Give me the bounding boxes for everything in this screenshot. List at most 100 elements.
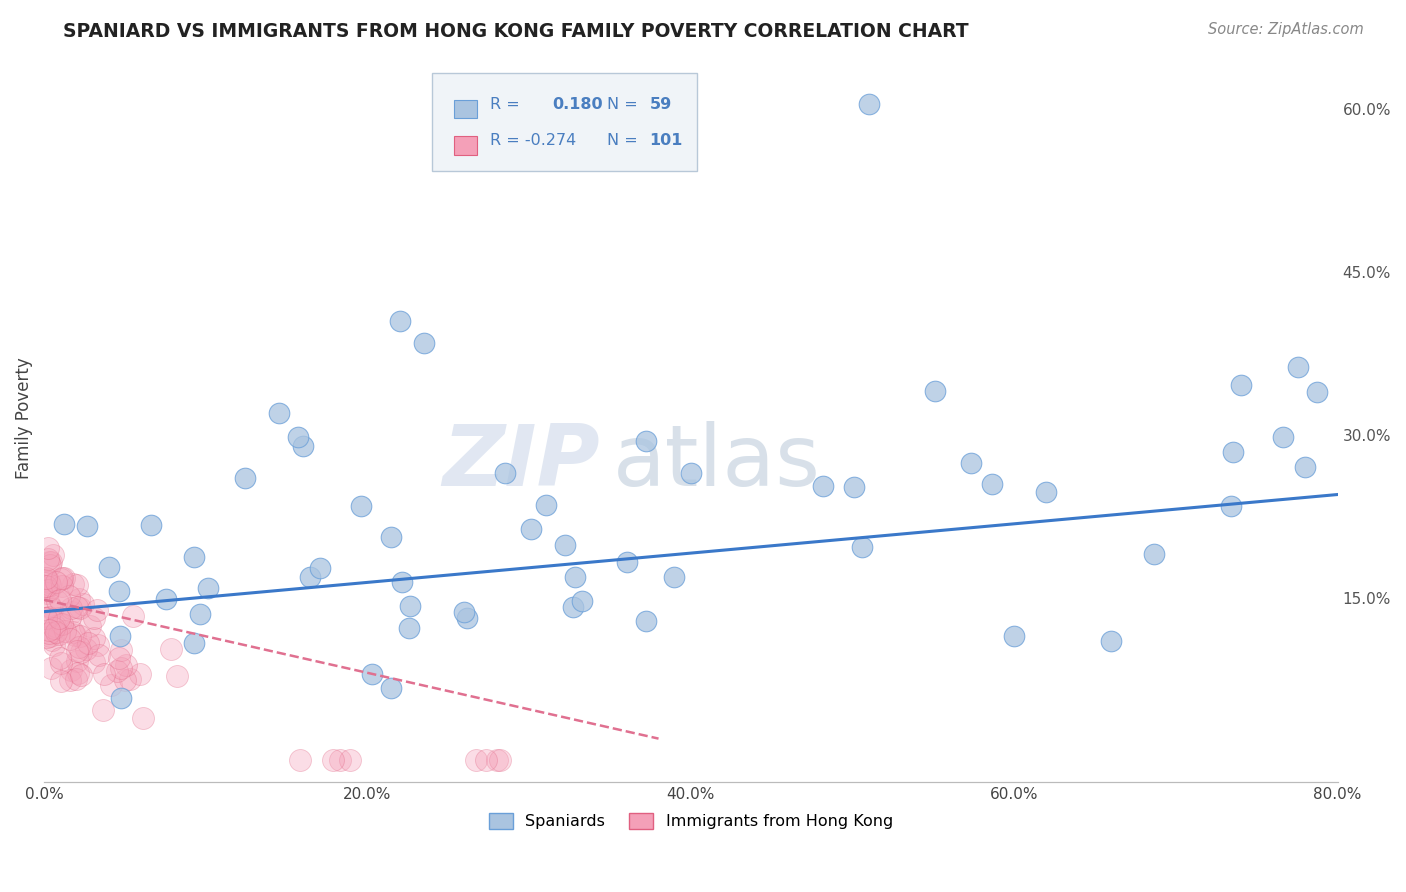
Point [60,605,83,619]
Point [37,583,59,598]
Text: N =: N = [607,97,637,112]
Point [38,624,60,638]
Point [39,600,62,615]
Point [41,555,63,569]
Point [534,499,557,513]
Point [37,541,59,556]
Point [70,668,93,682]
Point [183,636,205,650]
Point [309,561,332,575]
Point [100,678,122,692]
Point [69,600,91,615]
Point [62,625,84,640]
Point [1286,359,1309,374]
Point [456,611,478,625]
Point [959,456,981,470]
Point [1002,628,1025,642]
Point [851,541,873,555]
Point [86,603,108,617]
Point [59,663,82,677]
Point [679,466,702,480]
Point [72,597,94,611]
Point [65,628,87,642]
Point [664,570,686,584]
Point [66,644,89,658]
Point [122,609,145,624]
Point [66,600,89,615]
Point [350,500,373,514]
Point [1230,378,1253,392]
Point [391,574,413,589]
Point [44,619,66,633]
Point [267,406,290,420]
Point [35,581,58,595]
Point [83,611,105,625]
Point [35,573,58,587]
Point [110,661,132,675]
Point [93,667,115,681]
Point [564,569,586,583]
Point [69,645,91,659]
Point [1306,384,1329,399]
Point [35,586,58,600]
Point [981,477,1004,491]
Point [58,610,80,624]
Point [1222,445,1244,459]
Point [35,571,58,585]
Point [37,552,59,566]
Point [75,642,97,657]
Point [287,430,309,444]
Point [35,579,58,593]
FancyBboxPatch shape [454,100,478,119]
Point [844,480,866,494]
Y-axis label: Family Poverty: Family Poverty [15,358,32,479]
Point [291,439,314,453]
Point [51,579,73,593]
Text: 59: 59 [650,97,672,112]
Point [83,632,105,646]
Point [35,630,58,644]
Point [98,559,121,574]
Point [1035,484,1057,499]
Point [38,555,60,569]
Point [110,690,132,705]
Point [51,572,73,586]
Text: R =: R = [491,97,520,112]
Legend: Spaniards, Immigrants from Hong Kong: Spaniards, Immigrants from Hong Kong [482,806,900,836]
Point [58,673,80,687]
Point [44,638,66,652]
Point [58,589,80,603]
Point [1294,460,1316,475]
Point [60,601,83,615]
Point [380,681,402,695]
Point [86,638,108,652]
Point [361,667,384,681]
Point [35,579,58,593]
Point [79,619,101,633]
Point [76,519,98,533]
Point [858,97,880,112]
Point [562,600,585,615]
Point [486,753,509,767]
Point [110,629,132,643]
Point [110,642,132,657]
Point [69,592,91,607]
Point [380,530,402,544]
Point [636,434,658,448]
Point [298,570,321,584]
Point [571,594,593,608]
Point [45,624,67,639]
Point [67,640,90,654]
Point [35,611,58,625]
Point [520,522,543,536]
Point [65,672,87,686]
Point [616,555,638,569]
Point [48,611,70,625]
Point [44,621,66,635]
Point [39,578,62,592]
Point [39,660,62,674]
Point [46,594,69,608]
Text: 101: 101 [650,134,683,148]
Point [188,607,211,621]
Point [131,711,153,725]
